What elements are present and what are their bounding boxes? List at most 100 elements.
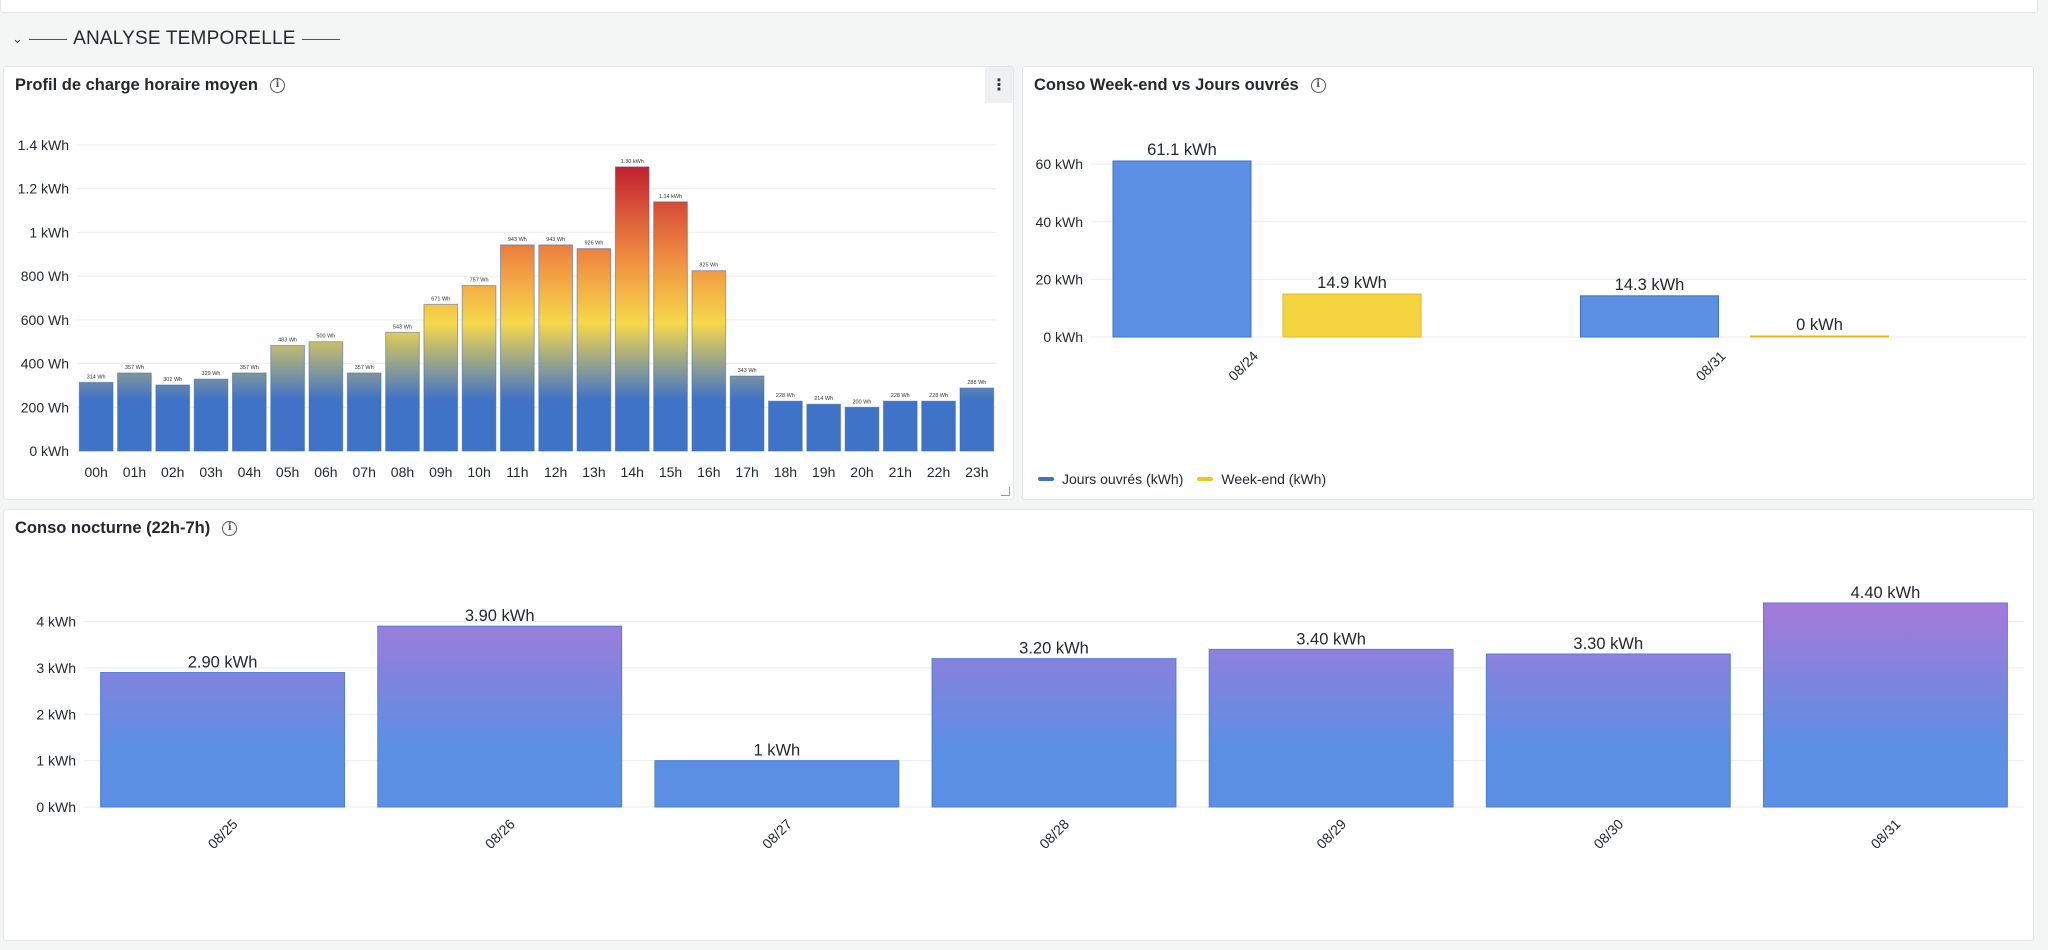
bar <box>729 375 765 452</box>
legend-label: Week-end (kWh) <box>1221 471 1327 487</box>
x-tick-label: 18h <box>774 464 797 480</box>
bar-data-label: 3.30 kWh <box>1573 635 1643 653</box>
info-icon[interactable]: i <box>270 77 285 93</box>
x-tick-label: 08/28 <box>1036 816 1072 852</box>
bar-data-label: 671 Wh <box>431 296 450 302</box>
y-tick-label: 0 kWh <box>29 443 69 459</box>
x-tick-label: 00h <box>84 464 107 480</box>
bar-data-label: 1 kWh <box>753 742 800 760</box>
bar-data-label: 1.14 kWh <box>659 194 682 200</box>
row-title-line-left <box>29 38 68 40</box>
bar <box>931 658 1177 808</box>
x-tick-label: 05h <box>276 464 299 480</box>
bar <box>117 372 152 452</box>
bar <box>538 244 573 452</box>
bar <box>654 760 900 808</box>
x-tick-label: 17h <box>735 464 758 480</box>
bar <box>959 387 995 452</box>
y-tick-label: 0 kWh <box>1043 329 1083 345</box>
bar-data-label: 357 Wh <box>240 365 259 371</box>
bar <box>921 400 956 452</box>
panel-night-consumption[interactable]: Conso nocturne (22h-7h) i 0 kWh 1 kWh 2 kW… <box>3 509 2034 941</box>
panel-title: Conso Week-end vs Jours ouvrés <box>1034 75 1299 94</box>
bar-data-label: 302 Wh <box>163 377 182 383</box>
x-tick-label: 02h <box>161 464 184 480</box>
bar-data-label: 228 Wh <box>776 393 795 399</box>
bar-data-label: 14.3 kWh <box>1615 276 1685 294</box>
x-tick-label: 09h <box>429 464 452 480</box>
bar <box>231 372 267 452</box>
y-tick-label: 4 kWh <box>36 614 76 630</box>
panel-weekend-vs-weekdays[interactable]: Conso Week-end vs Jours ouvrés i 0 kWh 20… <box>1022 66 2034 500</box>
bar <box>385 331 420 452</box>
bar <box>1580 295 1719 338</box>
y-tick-label: 2 kWh <box>36 706 76 722</box>
bar <box>768 400 803 452</box>
resize-handle[interactable] <box>1001 487 1010 496</box>
x-tick-label: 12h <box>544 464 567 480</box>
info-icon[interactable]: i <box>222 520 238 536</box>
y-tick-label: 3 kWh <box>36 660 76 676</box>
y-tick-label: 60 kWh <box>1036 156 1083 172</box>
y-tick-label: 40 kWh <box>1036 214 1083 230</box>
bar <box>1208 648 1454 808</box>
chevron-down-icon[interactable]: ⌄ <box>12 31 24 46</box>
bar-data-label: 228 Wh <box>891 393 910 399</box>
x-tick-label: 15h <box>659 464 682 480</box>
y-tick-label: 20 kWh <box>1036 271 1083 287</box>
legend-label: Jours ouvrés (kWh) <box>1062 471 1184 487</box>
row-title: ANALYSE TEMPORELLE <box>73 28 296 49</box>
panel-title: Conso nocturne (22h-7h) <box>15 518 211 537</box>
bar <box>377 625 623 808</box>
bar-data-label: 314 Wh <box>87 374 106 380</box>
x-tick-label: 01h <box>123 464 146 480</box>
x-tick-label: 08/27 <box>759 816 795 852</box>
bar <box>1762 602 2008 808</box>
bar-data-label: 3.20 kWh <box>1019 640 1089 658</box>
bar <box>1750 335 1889 338</box>
bar <box>346 372 382 452</box>
row-title-line-right <box>301 38 340 40</box>
x-tick-label: 11h <box>506 464 528 480</box>
row-header[interactable]: ⌄ ANALYSE TEMPORELLE <box>12 26 340 52</box>
bar-data-label: 1.30 kWh <box>621 159 644 165</box>
panel-title: Profil de charge horaire moyen <box>15 75 258 94</box>
bar <box>100 672 346 808</box>
x-tick-label: 19h <box>812 464 835 480</box>
y-tick-label: 1 kWh <box>36 753 76 769</box>
legend-swatch <box>1197 477 1214 481</box>
y-tick-label: 400 Wh <box>21 356 69 372</box>
bar-data-label: 2.90 kWh <box>188 654 258 672</box>
night-chart: 0 kWh 1 kWh 2 kWh 3 kWh 4 kWh 2.90 kWh 08/25 3.… <box>36 584 2024 852</box>
bar-data-label: 0 kWh <box>1796 316 1843 334</box>
panel-hourly-profile[interactable]: Profil de charge horaire moyen i ⋮ 0 kWh… <box>3 66 1014 500</box>
bar <box>1485 653 1731 808</box>
info-icon[interactable]: i <box>1310 77 1326 93</box>
legend-swatch <box>1038 477 1054 481</box>
x-tick-label: 23h <box>965 464 988 480</box>
panel-header: Profil de charge horaire moyen i <box>4 67 1013 103</box>
x-tick-label: 08/30 <box>1590 816 1626 852</box>
x-tick-label: 22h <box>927 464 950 480</box>
bar <box>78 381 114 452</box>
bar-data-label: 61.1 kWh <box>1147 141 1217 159</box>
legend-item-jours-ouvres[interactable]: Jours ouvrés (kWh) <box>1038 471 1183 487</box>
panel-menu-button[interactable]: ⋮ <box>985 67 1013 103</box>
bar <box>423 303 459 452</box>
y-tick-label: 1.2 kWh <box>18 181 69 197</box>
bar-data-label: 825 Wh <box>699 263 718 269</box>
bar <box>806 403 842 452</box>
weekend-chart: 0 kWh 20 kWh 40 kWh 60 kWh 61.1 kWh 14.9 kWh 0… <box>1036 141 2026 384</box>
bar-data-label: 329 Wh <box>202 371 221 377</box>
x-tick-label: 07h <box>353 464 376 480</box>
panel-header: Conso nocturne (22h-7h) i <box>4 510 2033 546</box>
bar <box>270 344 305 452</box>
bar <box>1112 160 1252 338</box>
bar <box>1282 293 1422 338</box>
bar-data-label: 943 Wh <box>546 237 565 243</box>
y-tick-label: 0 kWh <box>36 799 76 815</box>
x-tick-label: 08/31 <box>1693 348 1729 384</box>
x-tick-label: 14h <box>621 464 644 480</box>
legend-item-week-end[interactable]: Week-end (kWh) <box>1197 471 1326 487</box>
x-tick-label: 10h <box>467 464 490 480</box>
